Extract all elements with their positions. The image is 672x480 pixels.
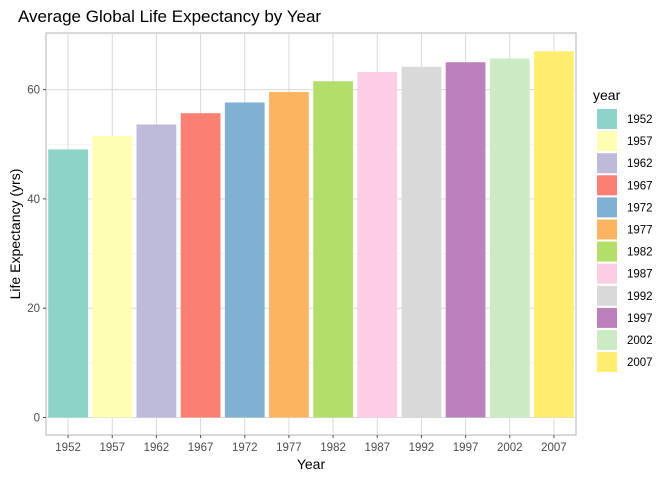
bar-1972: [224, 102, 265, 418]
legend-label: 1962: [627, 158, 653, 170]
x-tick-label: 1997: [453, 442, 479, 454]
bar-1957: [92, 135, 133, 418]
x-tick-label: 1972: [232, 442, 258, 454]
legend-label: 1997: [627, 313, 653, 325]
legend-label: 1987: [627, 269, 653, 281]
legend-key-1997: [597, 307, 617, 328]
axes: 0 20 40 60 1952 1957 1962 1967 1972 1977 1982 1987 1…: [27, 85, 567, 454]
bar-1982: [313, 81, 353, 418]
bar-1952: [48, 149, 88, 418]
y-tick-label: 60: [27, 85, 40, 97]
y-axis-title: Life Expectancy (yrs): [7, 169, 23, 300]
x-tick-label: 2007: [541, 442, 567, 454]
bar-1992: [401, 66, 442, 418]
legend-label: 1952: [627, 114, 653, 126]
y-tick-label: 20: [27, 303, 40, 315]
legend: year 1952 1957 1962 1967 1972 1977 1982 1987 199…: [593, 87, 653, 373]
x-tick-label: 1977: [276, 442, 302, 454]
bar-1977: [269, 91, 309, 418]
legend-key-1972: [597, 197, 617, 218]
y-tick-label: 40: [27, 194, 40, 206]
legend-key-1987: [597, 263, 617, 284]
x-axis-title: Year: [297, 456, 326, 472]
bar-2007: [534, 51, 574, 418]
legend-key-1977: [597, 219, 617, 240]
legend-label: 1977: [627, 225, 653, 237]
chart-title: Average Global Life Expectancy by Year: [18, 7, 321, 26]
legend-title: year: [593, 87, 621, 103]
legend-key-1957: [597, 131, 617, 152]
legend-label: 1992: [627, 291, 653, 303]
legend-label: 2007: [627, 357, 653, 369]
x-tick-label: 1957: [99, 442, 125, 454]
legend-label: 1967: [627, 180, 653, 192]
bar-1962: [136, 124, 177, 418]
legend-key-1952: [597, 109, 617, 129]
bars: [48, 51, 574, 418]
bar-1997: [445, 62, 486, 418]
x-tick-label: 1982: [320, 442, 346, 454]
bar-1967: [180, 113, 221, 418]
x-tick-label: 1952: [55, 442, 81, 454]
legend-label: 2002: [627, 335, 653, 347]
x-tick-label: 2002: [497, 442, 523, 454]
legend-key-1992: [597, 285, 617, 306]
x-tick-label: 1987: [364, 442, 390, 454]
bar-2002: [489, 58, 530, 418]
legend-key-2002: [597, 330, 617, 350]
legend-key-1967: [597, 175, 617, 196]
x-tick-label: 1962: [144, 442, 170, 454]
bar-1987: [357, 72, 398, 418]
legend-label: 1957: [627, 136, 653, 148]
legend-key-1962: [597, 153, 617, 174]
plot-panel: [45, 32, 577, 436]
legend-label: 1972: [627, 202, 653, 214]
y-tick-label: 0: [34, 413, 40, 425]
legend-key-2007: [597, 352, 617, 373]
x-tick-label: 1992: [409, 442, 435, 454]
x-tick-label: 1967: [188, 442, 214, 454]
legend-key-1982: [597, 241, 617, 262]
legend-label: 1982: [627, 247, 653, 259]
